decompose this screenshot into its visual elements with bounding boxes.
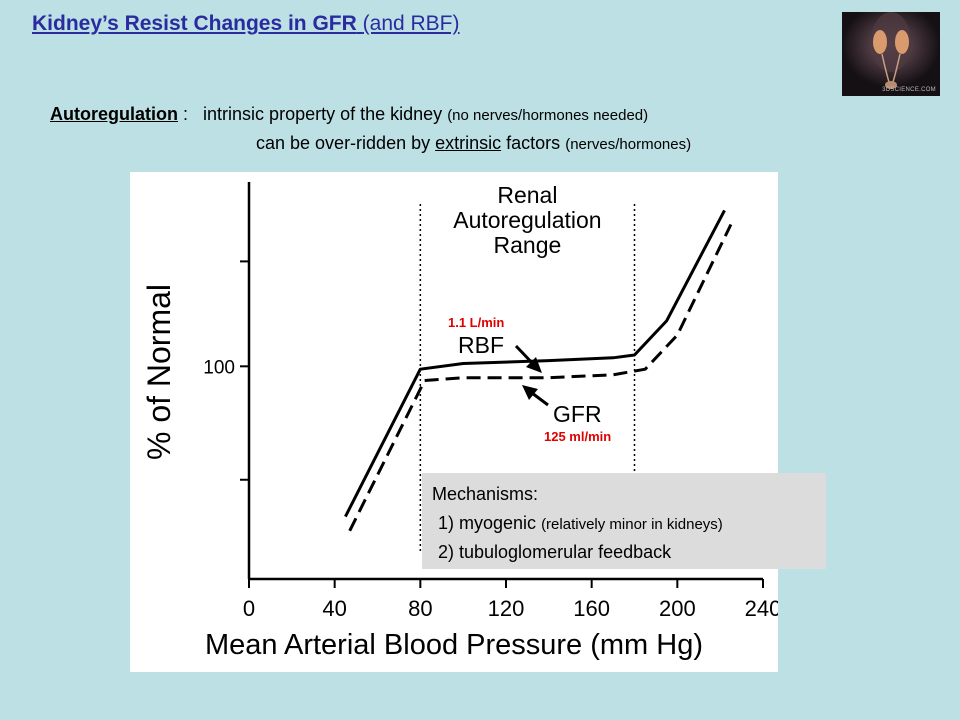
chart-svg: 100 0 40 80 120 160 200 240 Mean Arterial Blood … bbox=[141, 182, 778, 661]
range-label-line-0: Renal bbox=[497, 182, 557, 208]
gfr-arrow-head bbox=[522, 385, 538, 400]
x-tick-label: 200 bbox=[659, 596, 696, 621]
mechanism-tubuloglomerular: 2) tubuloglomerular feedback bbox=[438, 542, 672, 562]
range-label-line-2: Range bbox=[494, 232, 562, 258]
mechanisms-heading: Mechanisms: bbox=[432, 484, 539, 504]
autoregulation-definition: Autoregulation : intrinsic property of t… bbox=[50, 104, 649, 124]
mechanisms-box: Mechanisms: 1) myogenic (relatively mino… bbox=[422, 473, 826, 569]
x-tick-label: 240 bbox=[745, 596, 778, 621]
x-tick-label: 80 bbox=[408, 596, 432, 621]
slide-title: Kidney’s Resist Changes in GFR (and RBF) bbox=[32, 12, 460, 35]
y-axis-label: % of Normal bbox=[141, 284, 177, 460]
range-label-line-1: Autoregulation bbox=[453, 207, 601, 233]
series-label-gfr: GFR bbox=[553, 401, 602, 427]
x-tick-label: 40 bbox=[322, 596, 346, 621]
annotation-gfr-rate: 125 ml/min bbox=[544, 429, 611, 444]
mechanism-myogenic: 1) myogenic (relatively minor in kidneys… bbox=[438, 513, 723, 533]
series-line-rbf bbox=[344, 209, 726, 518]
rbf-arrow-head bbox=[526, 357, 542, 373]
x-axis-label: Mean Arterial Blood Pressure (mm Hg) bbox=[205, 629, 703, 661]
kidney-thumbnail-image: 3DSCIENCE.COM bbox=[842, 12, 940, 96]
autoregulation-term: Autoregulation bbox=[50, 104, 178, 124]
x-tick-label: 0 bbox=[243, 596, 255, 621]
autoregulation-chart: 100 0 40 80 120 160 200 240 Mean Arterial Blood … bbox=[130, 172, 778, 672]
y-tick-label: 100 bbox=[203, 357, 235, 378]
annotation-rbf-flow: 1.1 L/min bbox=[448, 315, 504, 330]
series-label-rbf: RBF bbox=[458, 332, 504, 358]
series-line-gfr bbox=[348, 223, 733, 532]
x-tick-label: 120 bbox=[488, 596, 525, 621]
thumbnail-watermark: 3DSCIENCE.COM bbox=[882, 87, 936, 93]
x-tick-label: 160 bbox=[573, 596, 610, 621]
override-statement: can be over-ridden by extrinsic factors … bbox=[256, 133, 692, 153]
